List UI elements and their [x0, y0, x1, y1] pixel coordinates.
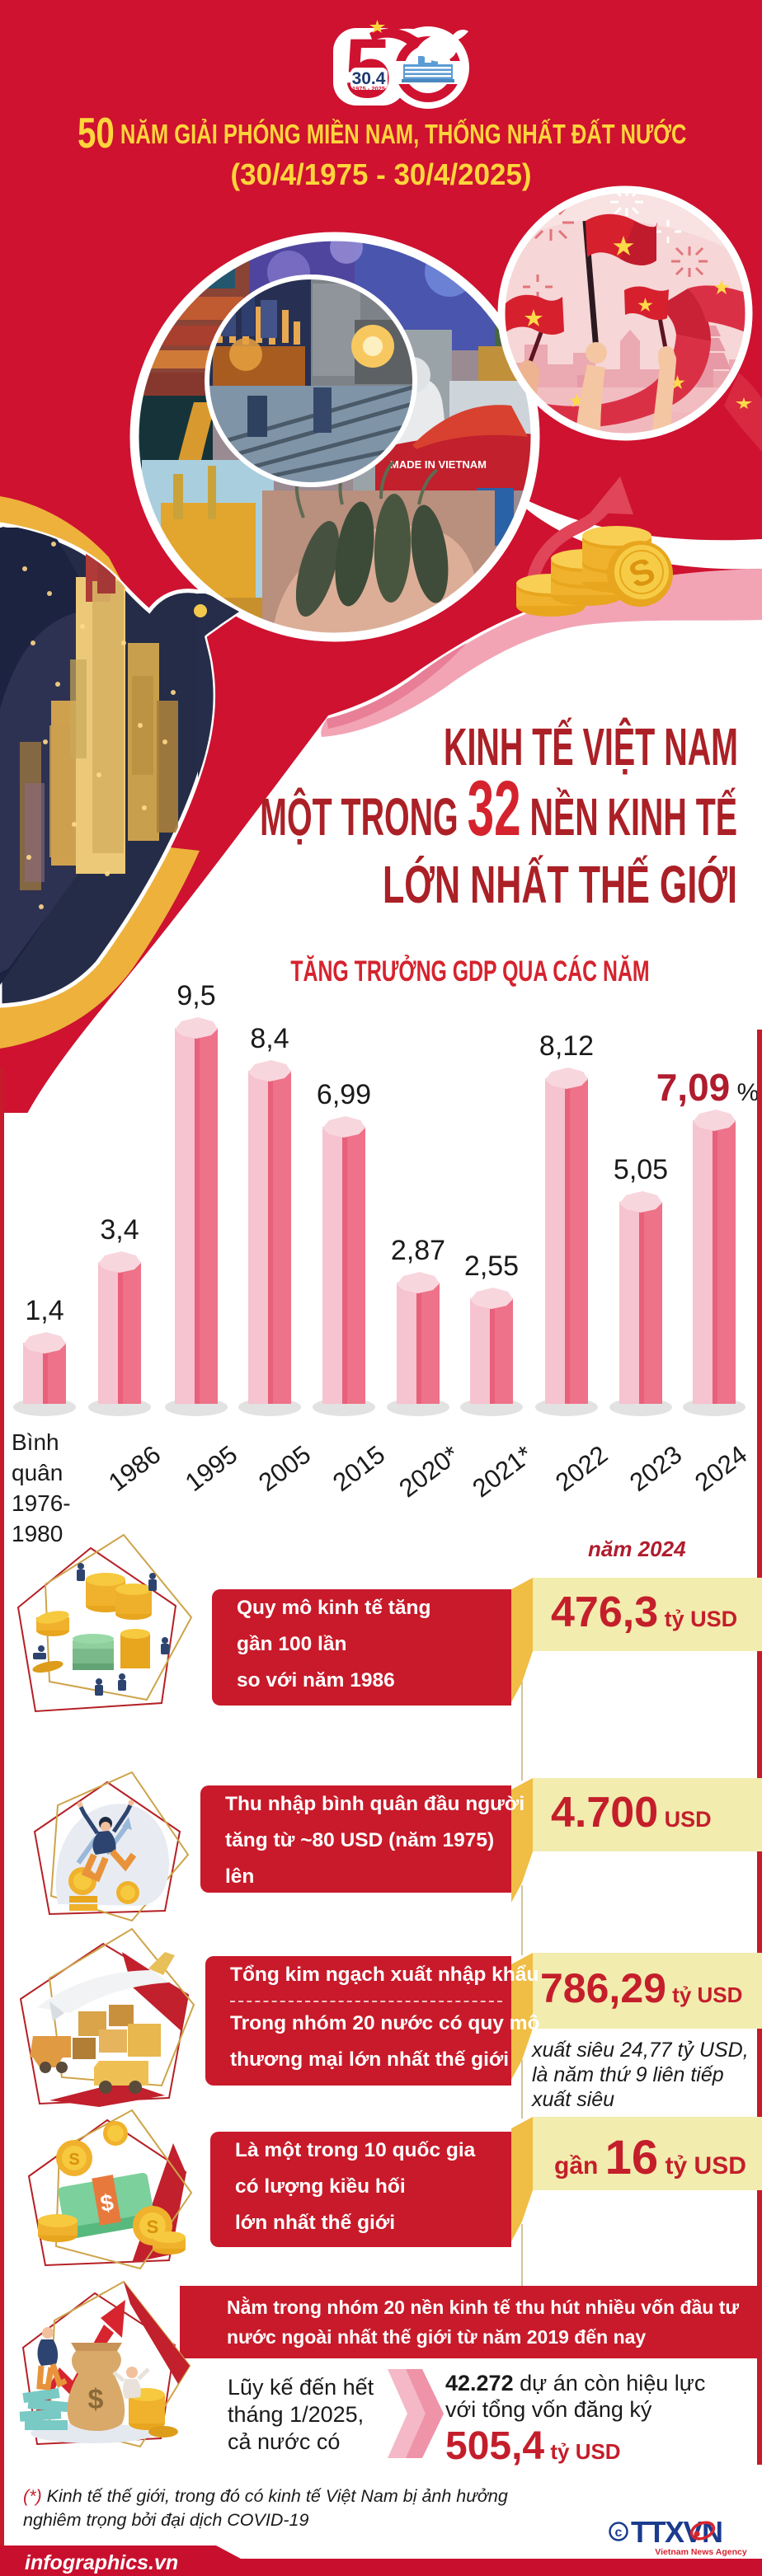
svg-text:Vietnam News Agency: Vietnam News Agency: [655, 2547, 747, 2557]
svg-text:MADE IN VIETNAM: MADE IN VIETNAM: [390, 458, 487, 471]
svg-text:30.4: 30.4: [352, 69, 386, 88]
svg-text:$: $: [88, 2384, 104, 2415]
svg-text:S: S: [68, 2151, 79, 2169]
svg-text:$: $: [98, 2189, 115, 2217]
svg-text:1975 - 2025: 1975 - 2025: [352, 85, 385, 92]
svg-text:S: S: [147, 2217, 159, 2237]
svg-text:TTXVN: TTXVN: [631, 2515, 722, 2549]
svg-text:c: c: [615, 2526, 623, 2540]
